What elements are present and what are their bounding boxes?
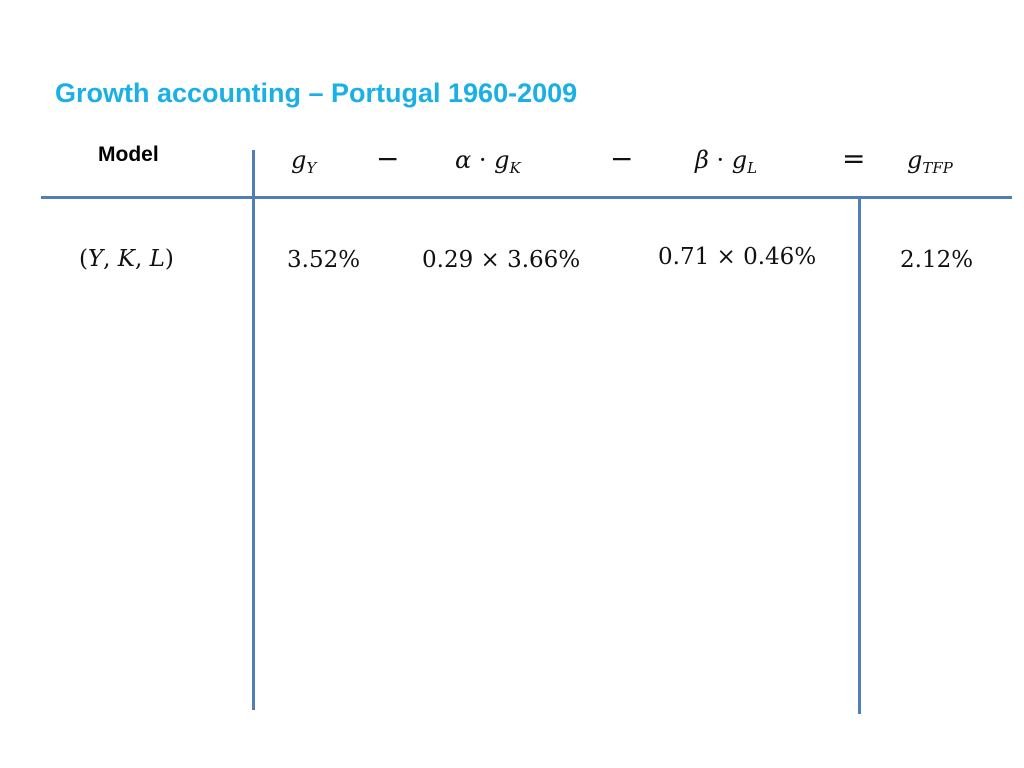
tfp-column-divider bbox=[858, 199, 861, 714]
gy-base: g bbox=[291, 146, 307, 174]
alpha-gk-column-header: α · gK bbox=[455, 146, 521, 177]
model-column-divider bbox=[252, 150, 255, 710]
minus-operator-2: − bbox=[610, 142, 634, 175]
model-column-header: Model bbox=[98, 143, 159, 166]
dot-operator: · bbox=[478, 146, 487, 174]
gy-subscript: Y bbox=[306, 159, 317, 177]
minus-operator-1: − bbox=[376, 142, 400, 175]
var-y: Y bbox=[87, 246, 104, 272]
paren-close: ) bbox=[164, 246, 174, 272]
comma: , bbox=[103, 246, 118, 272]
beta-gl-value-cell: 0.71 × 0.46% bbox=[658, 244, 817, 270]
header-divider-line bbox=[41, 196, 1012, 199]
beta-gl-column-header: β · gL bbox=[695, 146, 758, 177]
gtfp-value-cell: 2.12% bbox=[900, 247, 974, 273]
gtfp-column-header: gTFP bbox=[907, 146, 953, 177]
gtfp-subscript: TFP bbox=[922, 159, 953, 177]
equals-operator: = bbox=[842, 142, 866, 175]
beta-symbol: β bbox=[695, 146, 709, 174]
gl-base: g bbox=[731, 146, 748, 174]
slide-title: Growth accounting – Portugal 1960-2009 bbox=[55, 78, 578, 108]
model-cell-ykl: (Y, K, L) bbox=[79, 246, 174, 272]
var-l: L bbox=[149, 246, 165, 272]
var-k: K bbox=[117, 246, 135, 272]
gtfp-base: g bbox=[907, 146, 923, 174]
gk-subscript: K bbox=[509, 159, 521, 177]
gl-subscript: L bbox=[747, 159, 758, 177]
alpha-gk-value-cell: 0.29 × 3.66% bbox=[422, 247, 581, 273]
paren-open: ( bbox=[79, 246, 88, 272]
gk-base: g bbox=[494, 146, 510, 174]
alpha-symbol: α bbox=[455, 146, 472, 174]
dot-operator: · bbox=[716, 146, 725, 174]
gy-value-cell: 3.52% bbox=[287, 247, 361, 273]
gy-column-header: gY bbox=[291, 146, 317, 177]
comma: , bbox=[134, 246, 150, 272]
